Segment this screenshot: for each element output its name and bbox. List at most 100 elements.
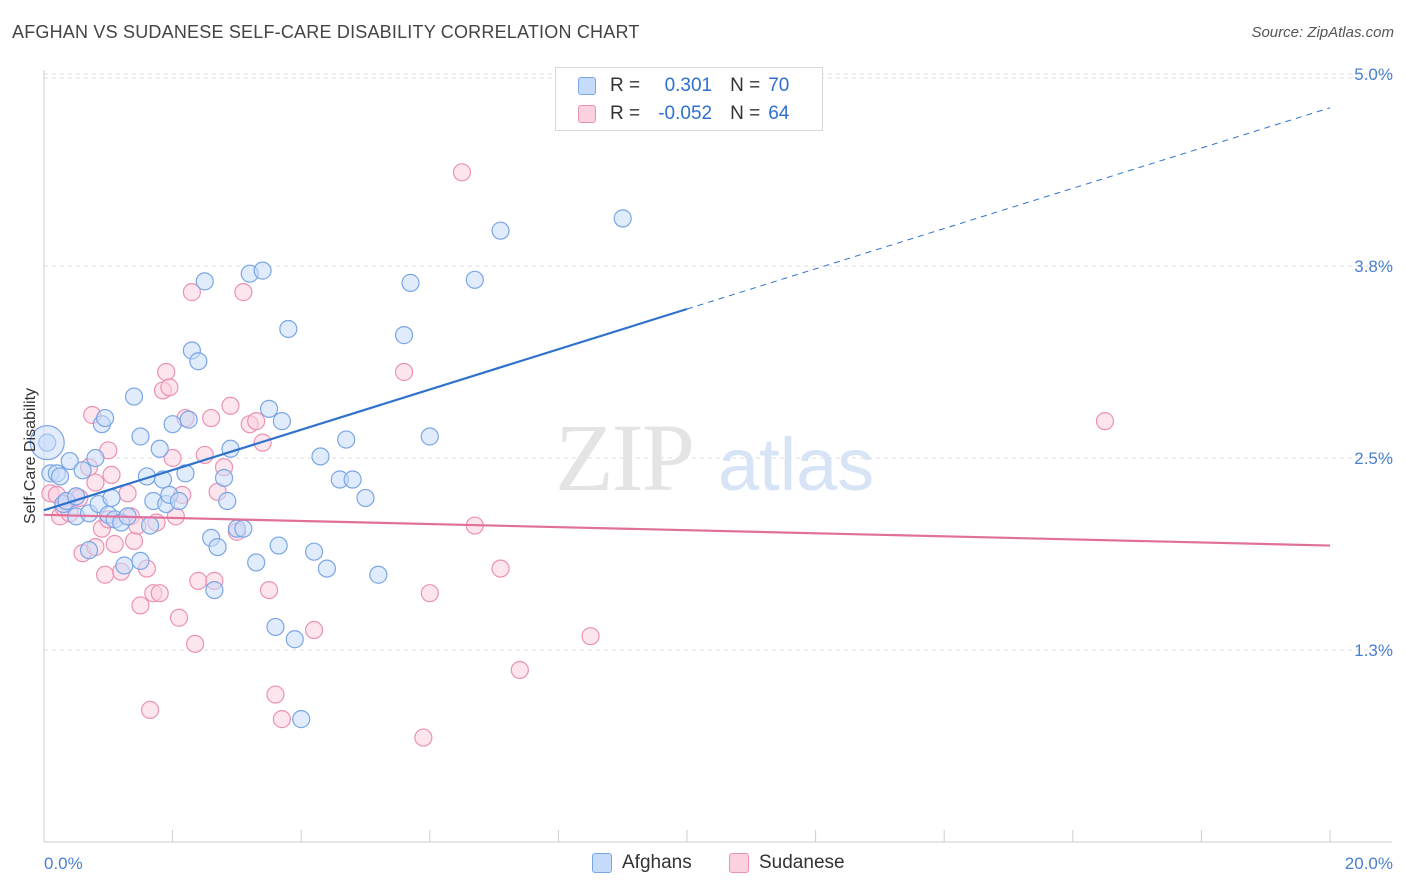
sudanese-point: [182, 283, 201, 302]
x-tick-label-max: 20.0%: [1345, 854, 1393, 873]
sudanese-point: [202, 408, 221, 428]
afghans-trend-line: [43, 307, 688, 512]
afghans-point: [343, 470, 362, 489]
watermark-zip: ZIP: [555, 404, 693, 511]
afghans-point: [73, 461, 92, 480]
sudanese-point: [160, 378, 179, 397]
legend-row-afghans: R = 0.301 N = 70: [578, 73, 789, 99]
legend-r-label: R =: [610, 75, 641, 96]
afghans-point: [95, 408, 115, 428]
afghans-point: [465, 270, 484, 289]
legend-item-sudanese: Sudanese: [729, 852, 845, 874]
afghans-legend-swatch: [592, 853, 612, 873]
sudanese-point: [581, 627, 600, 646]
afghans-point: [163, 415, 182, 434]
afghans-point: [292, 710, 311, 729]
sudanese-point: [118, 484, 137, 503]
afghans-point: [189, 352, 208, 371]
afghans-point: [272, 412, 292, 431]
legend-n-label: N =: [730, 75, 761, 96]
afghans-point: [317, 559, 337, 578]
legend-row-sudanese: R = -0.052 N = 64: [578, 101, 789, 127]
sudanese-point: [163, 448, 182, 468]
afghans-point: [124, 387, 144, 406]
afghans-point: [369, 565, 388, 584]
sudanese-point: [491, 559, 510, 578]
sudanese-point: [157, 362, 176, 382]
sudanese-point: [247, 412, 266, 431]
sudanese-point: [102, 465, 121, 484]
grid-lines: [44, 73, 1392, 651]
watermark-atlas: atlas: [718, 423, 874, 506]
sudanese-point: [304, 620, 324, 640]
sudanese-point: [140, 700, 160, 720]
sudanese-point: [86, 473, 105, 492]
afghans-point: [285, 630, 304, 649]
sudanese-point: [95, 565, 115, 584]
tick-labels: 1.3% 2.5% 3.8% 5.0% 0.0% 20.0%: [44, 65, 1393, 873]
y-tick-label: 5.0%: [1354, 65, 1393, 84]
afghans-point: [259, 399, 279, 418]
sudanese-point: [452, 163, 472, 182]
afghans-point: [115, 556, 134, 575]
afghans-point: [311, 447, 330, 466]
sudanese-legend-swatch: [729, 853, 749, 873]
source-label: Source: ZipAtlas.com: [1251, 24, 1394, 41]
sudanese-point: [510, 660, 529, 680]
afghans-point: [266, 617, 285, 637]
y-axis-label: Self-Care Disability: [22, 388, 39, 524]
afghans-points: [29, 209, 632, 729]
afghans-point: [205, 580, 224, 600]
watermark: ZIP atlas: [555, 404, 874, 511]
afghans-point: [269, 536, 288, 555]
afghans-point: [491, 221, 510, 240]
legend-r-label: R =: [610, 103, 641, 124]
afghans-point: [79, 541, 99, 560]
sudanese-point: [131, 596, 150, 615]
sudanese-point: [221, 396, 240, 415]
afghans-point: [356, 488, 375, 508]
sudanese-swatch: [578, 105, 596, 123]
series-legend: Afghans Sudanese: [0, 852, 1406, 878]
sudanese-point: [414, 728, 433, 747]
legend-r-value: -0.052: [658, 103, 713, 124]
afghans-point: [131, 551, 150, 571]
afghans-swatch: [578, 77, 596, 95]
afghans-point: [394, 326, 414, 345]
afghans-point: [86, 448, 105, 468]
trend-lines: [43, 107, 1331, 547]
afghans-trend-extension: [686, 107, 1331, 310]
y-tick-label: 1.3%: [1354, 641, 1393, 660]
sudanese-point: [394, 362, 414, 382]
afghans-point: [234, 519, 253, 538]
sudanese-point: [189, 571, 208, 590]
sudanese-point: [272, 710, 292, 729]
sudanese-point: [259, 580, 279, 600]
y-tick-label: 3.8%: [1354, 257, 1393, 276]
afghans-point: [253, 261, 272, 280]
afghans-point: [337, 430, 356, 449]
sudanese-point: [105, 534, 124, 554]
sudanese-point: [420, 584, 439, 603]
x-tick-label-min: 0.0%: [44, 854, 83, 873]
correlation-legend: R = 0.301 N = 70 R = -0.052 N = 64: [555, 67, 823, 131]
afghans-point: [304, 542, 324, 561]
afghans-point: [179, 410, 198, 429]
afghans-point: [420, 427, 439, 446]
afghans-legend-label: Afghans: [622, 852, 692, 873]
afghans-cluster-point: [29, 425, 65, 461]
afghans-point: [218, 491, 237, 511]
afghans-point: [50, 467, 70, 486]
afghans-point: [195, 272, 214, 291]
legend-item-afghans: Afghans: [592, 852, 692, 874]
sudanese-point: [1095, 412, 1115, 431]
afghans-point: [60, 451, 79, 471]
afghans-point: [169, 491, 189, 511]
legend-n-value: 64: [768, 103, 790, 124]
sudanese-point: [234, 283, 253, 302]
chart-title: AFGHAN VS SUDANESE SELF-CARE DISABILITY …: [12, 22, 640, 42]
afghans-point: [401, 273, 420, 292]
legend-r-value: 0.301: [664, 75, 713, 96]
afghans-point: [150, 439, 169, 458]
y-tick-label: 2.5%: [1354, 449, 1393, 468]
